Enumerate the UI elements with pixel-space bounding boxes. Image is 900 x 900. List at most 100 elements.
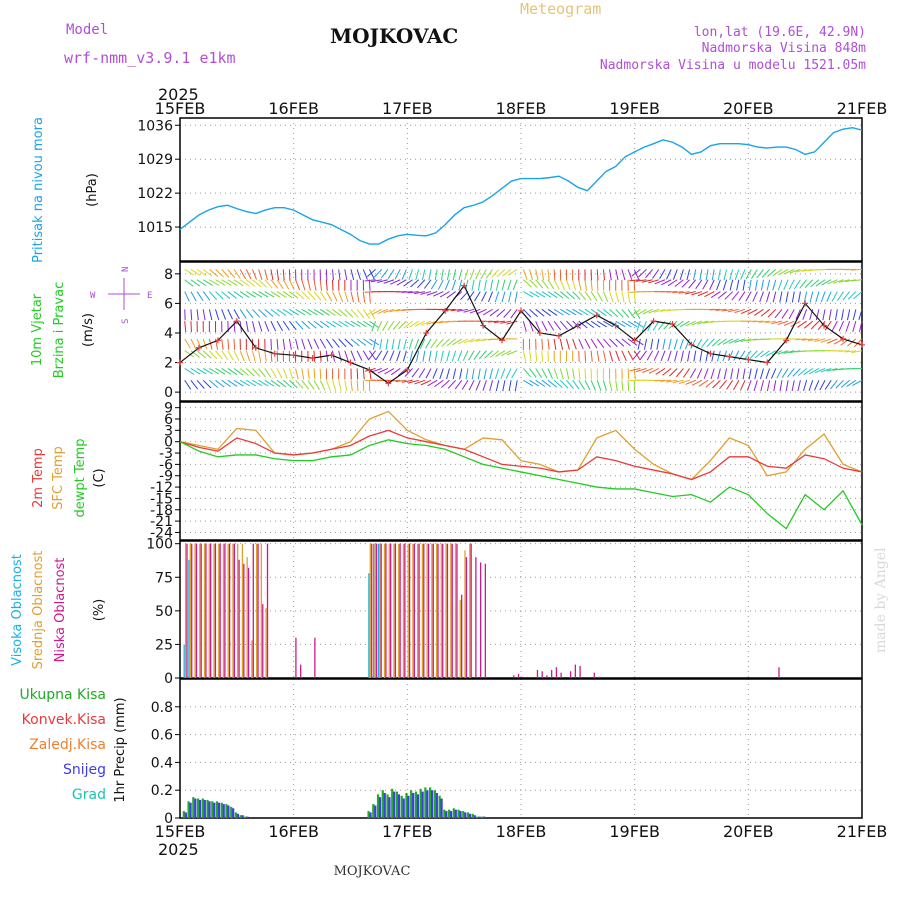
wind-barb [319,368,322,380]
precip-bar [412,792,415,818]
wind-barb [691,320,703,326]
wind-barb [838,279,850,283]
wind-barb [344,350,349,362]
wind-barb [475,338,487,342]
cloud-bar [210,543,212,678]
wind-barb [464,269,469,281]
wind-barb [457,338,469,345]
wind-barb [252,368,261,377]
precip-bar [445,811,448,818]
wind-barb [572,279,577,291]
gust-marker [480,322,487,329]
wind-barb [289,320,297,331]
wind-barb [202,291,211,301]
wind-barb [202,379,212,389]
wind-barb [809,291,814,303]
wind-barb [821,279,832,286]
cloud-bar [407,543,409,678]
wind-barb [490,279,494,291]
wind-barb [282,269,285,281]
precip-bar [376,794,380,818]
wind-barb [633,269,640,280]
wind-barb [338,320,349,328]
meteogram-subtitle: Meteogram [520,0,601,18]
precip-bar [414,791,418,818]
wind-barb [489,350,500,358]
wind-barb [427,379,438,387]
cloud-bar [251,640,253,678]
wind-barb [814,368,826,374]
cloud-bar [375,543,378,678]
wind-barb [578,320,588,329]
precip-bar [232,808,235,818]
cloud-bar [191,543,193,678]
wind-barb [239,291,250,298]
wind-barb [307,279,311,291]
cloud-bar [218,543,220,678]
gust-marker [555,332,562,339]
cloud-bar [199,543,201,678]
wind-barb [282,308,293,316]
wind-barb [338,291,344,303]
wind-barb [717,269,721,281]
wind-barb [215,291,224,300]
wind-barb [667,350,672,362]
wind-barb [307,380,315,390]
cloud-bar [454,543,457,678]
wind-barb [792,368,801,377]
precip-bar [381,790,384,818]
wind-barb [835,379,844,389]
wind-barb [450,308,462,312]
wind-barb [729,269,734,281]
wind-barb [401,291,413,293]
cloud-bar [479,562,482,678]
wind-barb [621,380,624,392]
day-label-top: 21FEB [837,99,888,118]
wind-barb [535,291,546,298]
wind-barb [245,269,252,280]
wind-barb [547,279,555,290]
wind-barb [505,368,512,379]
cloud-bar [371,543,373,678]
wind-barb [541,291,552,298]
wind-barb [270,308,280,317]
wind-barb [827,338,838,344]
wind-barb [270,338,272,350]
wind-barb [615,291,620,303]
wind-barb [778,268,789,276]
wind-barb [478,350,487,360]
wind-barb [301,320,311,330]
year-bottom: 2025 [158,840,199,859]
wind-barb [553,308,564,316]
wind-barb [553,338,557,350]
wind-barb [684,338,691,350]
cloud-bar [398,543,400,678]
wind-barb [662,338,666,350]
wind-barb [745,269,752,280]
precip-bar [194,798,197,818]
wind-barb [734,269,740,280]
gust-marker [783,337,790,344]
wind-barb [483,368,487,380]
y-tick-label: -21 [150,514,173,530]
y-tick-label: 8 [164,267,173,283]
wind-barb [754,279,758,291]
wind-barb [672,269,678,280]
wind-barb [394,269,401,280]
wind-barb [245,368,255,377]
station-title: MOJKOVAC [330,24,458,48]
wind-barb [495,380,500,392]
wind-barb [728,338,740,344]
wind-barb [654,279,666,285]
wind-barb [566,308,577,316]
wind-barb [783,320,795,326]
wind-barb [748,279,752,291]
wind-barb [221,269,230,278]
wind-barb [627,368,630,380]
wind-barb [295,279,301,291]
day-label-bottom: 21FEB [837,822,888,841]
wind-barb [246,379,257,387]
wind-barb [233,368,244,376]
gust-marker [840,335,847,342]
wind-barb [251,321,256,332]
